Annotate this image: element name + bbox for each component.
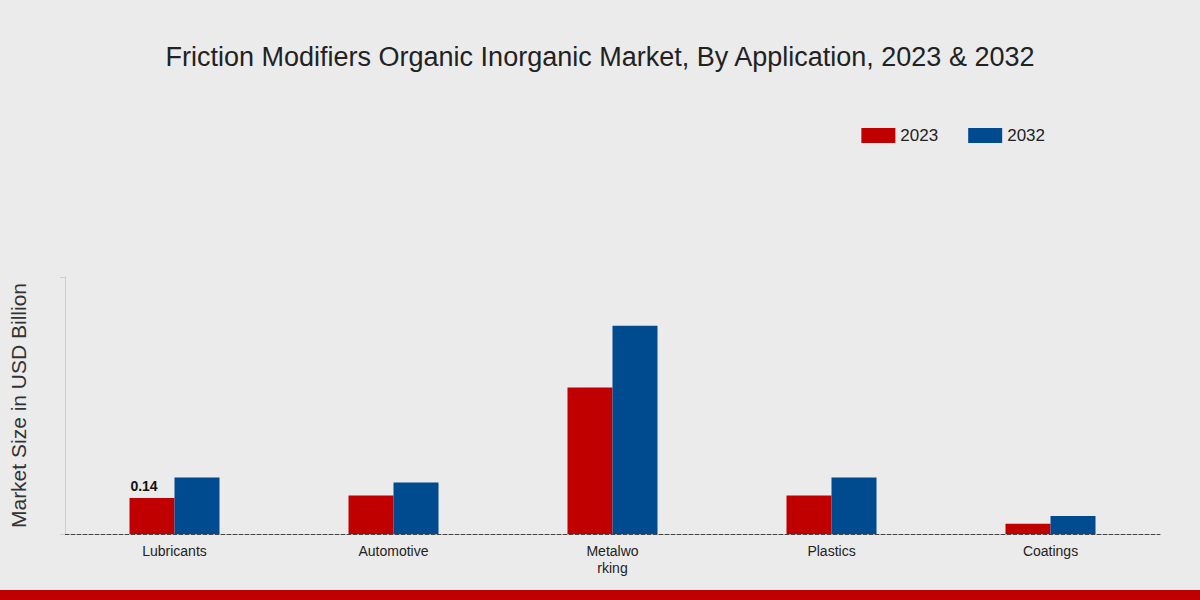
svg-text:Automotive: Automotive — [358, 543, 428, 559]
svg-text:rking: rking — [597, 560, 627, 576]
svg-text:Coatings: Coatings — [1023, 543, 1078, 559]
svg-text:0.14: 0.14 — [130, 478, 157, 494]
svg-text:Plastics: Plastics — [807, 543, 855, 559]
svg-text:Friction Modifiers Organic Ino: Friction Modifiers Organic Inorganic Mar… — [166, 42, 1035, 72]
svg-text:2023: 2023 — [900, 126, 938, 145]
svg-text:Metalwo: Metalwo — [586, 543, 638, 559]
svg-text:2032: 2032 — [1007, 126, 1045, 145]
svg-text:Lubricants: Lubricants — [142, 543, 207, 559]
svg-text:Market Size in USD Billion: Market Size in USD Billion — [7, 283, 30, 528]
